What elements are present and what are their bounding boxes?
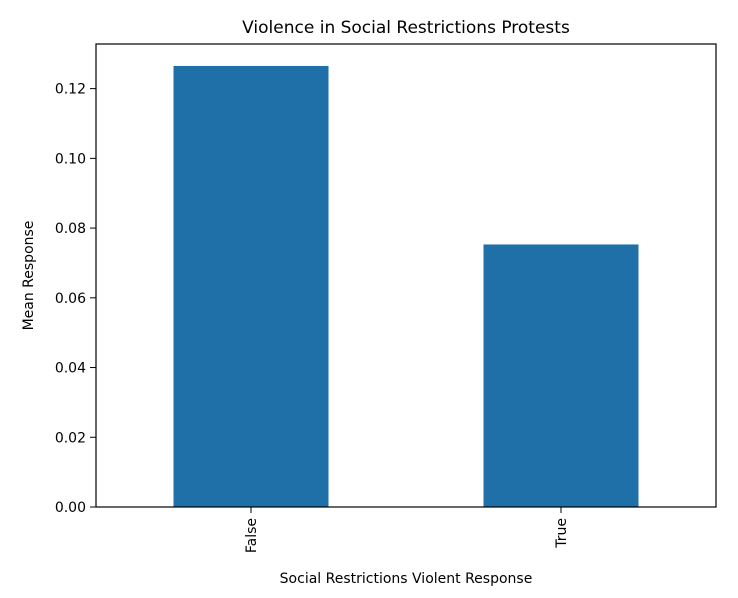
bar-false: [173, 65, 329, 508]
x-tick-label-true: True: [554, 518, 570, 549]
x-tick-label-false: False: [244, 518, 260, 553]
x-axis-ticks: False True: [244, 507, 570, 553]
y-tick-label: 0.08: [55, 221, 86, 237]
bars-layer: [173, 65, 639, 508]
y-tick-label: 0.04: [55, 361, 86, 377]
chart-title: Violence in Social Restrictions Protests: [242, 18, 570, 38]
y-tick-label: 0.12: [55, 82, 86, 98]
bar-true: [483, 244, 639, 507]
y-tick-label: 0.06: [55, 291, 86, 307]
plot-frame: [95, 43, 717, 508]
y-axis-label: Mean Response: [21, 221, 37, 331]
y-tick-label: 0.02: [55, 430, 86, 446]
y-tick-label: 0.00: [55, 500, 86, 516]
y-tick-label: 0.10: [55, 151, 86, 167]
x-axis-label: Social Restrictions Violent Response: [280, 571, 533, 587]
y-axis-ticks: 0.00 0.02 0.04 0.06 0.08 0.10 0.12: [55, 82, 96, 516]
